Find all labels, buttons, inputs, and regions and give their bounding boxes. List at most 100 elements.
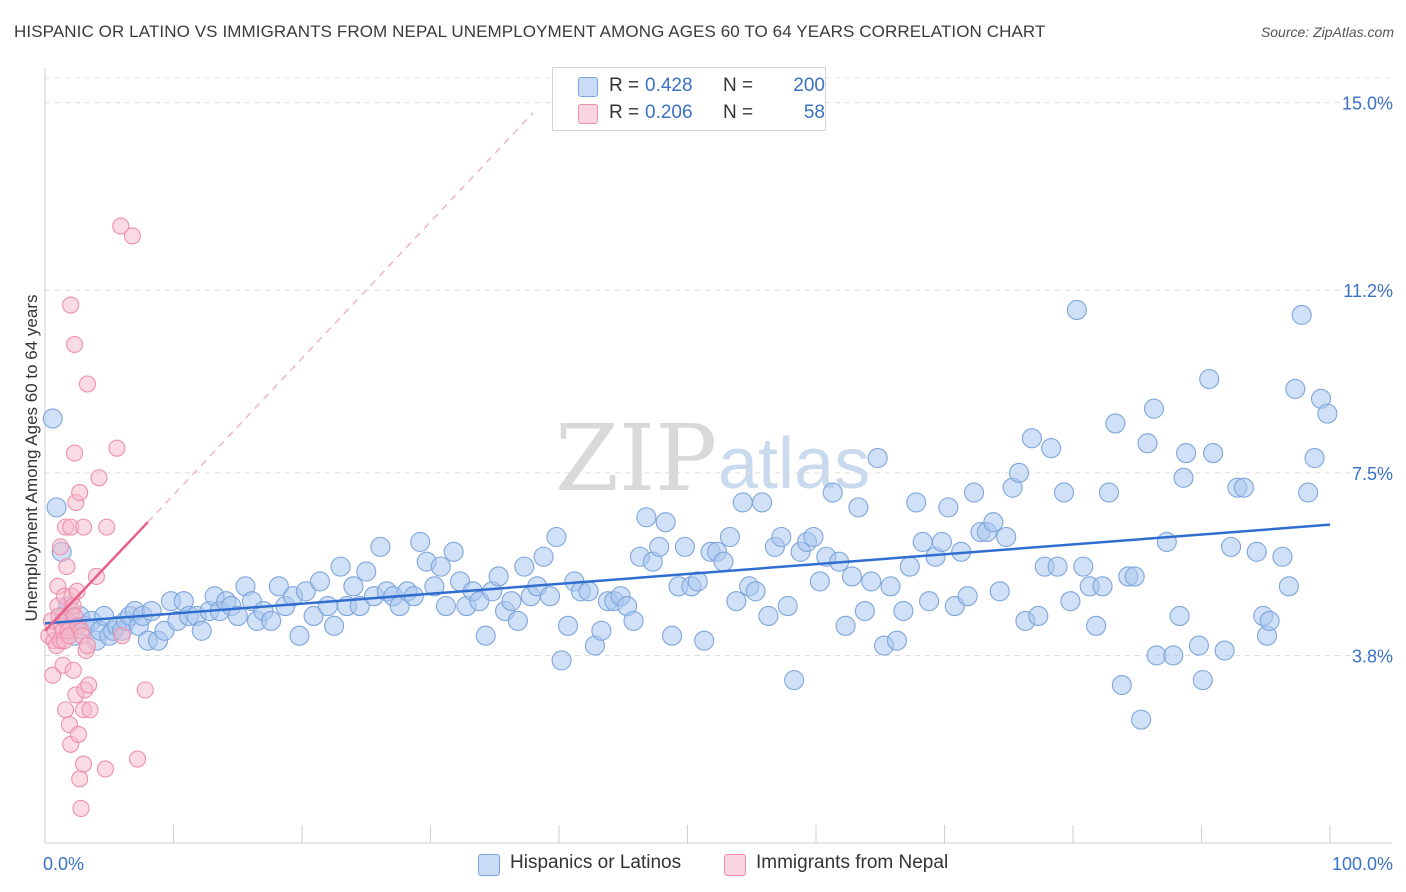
data-point-nepal [75, 518, 93, 536]
series-legend: Hispanics or Latinos Immigrants from Nep… [0, 852, 1406, 878]
trend-line-nepal-extrapolated [147, 112, 534, 523]
data-point-hispanic [1047, 556, 1068, 577]
data-point-hispanic [1156, 531, 1177, 552]
data-point-nepal [136, 681, 154, 699]
data-point-nepal [71, 770, 89, 788]
data-point-hispanic [1146, 645, 1167, 666]
data-point-hispanic [435, 596, 456, 617]
data-point-hispanic [1199, 369, 1220, 390]
data-point-nepal [108, 439, 126, 457]
data-point-hispanic [1008, 462, 1030, 483]
x-tick-label: 100.0% [1332, 854, 1393, 874]
data-point-nepal [113, 627, 131, 645]
data-point-hispanic [726, 591, 747, 612]
data-point-hispanic [533, 546, 554, 567]
data-point-hispanic [867, 447, 888, 469]
r-label: R = [609, 102, 640, 123]
data-point-hispanic [893, 600, 914, 622]
data-point-nepal [123, 227, 141, 245]
data-point-hispanic [983, 512, 1004, 533]
data-point-hispanic [261, 610, 282, 631]
data-point-hispanic [687, 571, 708, 592]
data-point-nepal [128, 750, 147, 768]
data-point-hispanic [1285, 378, 1306, 399]
data-point-hispanic [854, 600, 875, 622]
data-point-hispanic [1272, 546, 1293, 567]
legend-swatch-hispanic [478, 854, 500, 876]
legend-label: Hispanics or Latinos [510, 852, 682, 873]
data-point-nepal [98, 518, 116, 536]
data-point-hispanic [1105, 413, 1126, 434]
data-point-hispanic [141, 600, 162, 622]
y-tick-labels: 3.8% 7.5% 11.2% 15.0% [1342, 94, 1393, 667]
hispanic-points [42, 299, 1338, 730]
data-point-nepal [78, 637, 96, 655]
data-point-hispanic [475, 625, 496, 646]
data-point-hispanic [694, 630, 715, 651]
data-point-hispanic [1124, 566, 1145, 587]
data-point-nepal [62, 296, 80, 314]
data-point-hispanic [886, 630, 908, 651]
data-point-hispanic [912, 531, 933, 552]
y-axis-label: Unemployment Among Ages 60 to 64 years [22, 295, 41, 622]
data-point-hispanic [649, 536, 670, 557]
data-point-hispanic [809, 571, 830, 592]
legend-label: Immigrants from Nepal [756, 852, 949, 873]
data-point-hispanic [1291, 304, 1312, 325]
data-point-hispanic [551, 650, 572, 671]
data-point-hispanic [1176, 443, 1197, 464]
data-point-nepal [90, 469, 108, 487]
data-point-hispanic [745, 581, 766, 602]
watermark-zip: ZIP [555, 405, 717, 512]
data-point-hispanic [732, 492, 753, 513]
data-point-hispanic [501, 591, 522, 612]
legend-swatch-hispanic [578, 77, 598, 97]
data-point-hispanic [1214, 640, 1235, 661]
data-point-hispanic [42, 408, 63, 429]
data-point-hispanic [330, 556, 351, 577]
data-point-hispanic [771, 526, 792, 548]
data-point-hispanic [1131, 709, 1152, 730]
data-point-hispanic [546, 526, 567, 548]
data-point-hispanic [719, 526, 740, 548]
legend-swatch-nepal [578, 104, 598, 124]
data-point-hispanic [1203, 443, 1224, 464]
data-point-hispanic [1259, 610, 1280, 631]
data-point-hispanic [964, 482, 985, 503]
data-point-hispanic [370, 536, 391, 557]
r-label: R = [609, 75, 640, 96]
data-point-hispanic [861, 571, 882, 592]
data-point-hispanic [1066, 299, 1087, 321]
data-point-hispanic [289, 625, 310, 646]
r-value: 0.206 [645, 102, 693, 123]
axis-ticks [44, 825, 1331, 843]
data-point-hispanic [443, 541, 464, 562]
data-point-nepal [44, 666, 62, 684]
data-point-hispanic [1041, 438, 1062, 459]
watermark: ZIP atlas [555, 405, 870, 512]
data-point-nepal [51, 538, 69, 556]
data-point-hispanic [591, 620, 612, 641]
data-point-hispanic [557, 615, 579, 636]
data-point-nepal [75, 755, 93, 773]
data-point-hispanic [989, 581, 1010, 602]
data-point-hispanic [623, 610, 644, 631]
trend-line-hispanic [44, 523, 1331, 625]
data-point-hispanic [1246, 541, 1267, 562]
data-point-hispanic [835, 615, 856, 636]
n-label: N = [723, 102, 754, 123]
data-point-hispanic [938, 497, 959, 518]
data-point-hispanic [899, 556, 920, 577]
data-point-hispanic [539, 586, 561, 607]
data-point-hispanic [880, 576, 901, 597]
data-point-hispanic [488, 566, 509, 587]
data-point-hispanic [1098, 482, 1120, 503]
x-tick-label: 0.0% [43, 854, 84, 874]
data-point-hispanic [1169, 605, 1190, 627]
x-tick-labels: 0.0% 100.0% [43, 854, 1393, 874]
data-point-hispanic [1173, 467, 1194, 488]
data-point-hispanic [1053, 482, 1075, 503]
data-point-hispanic [996, 526, 1017, 548]
data-point-nepal [68, 582, 86, 600]
data-point-hispanic [822, 482, 843, 503]
